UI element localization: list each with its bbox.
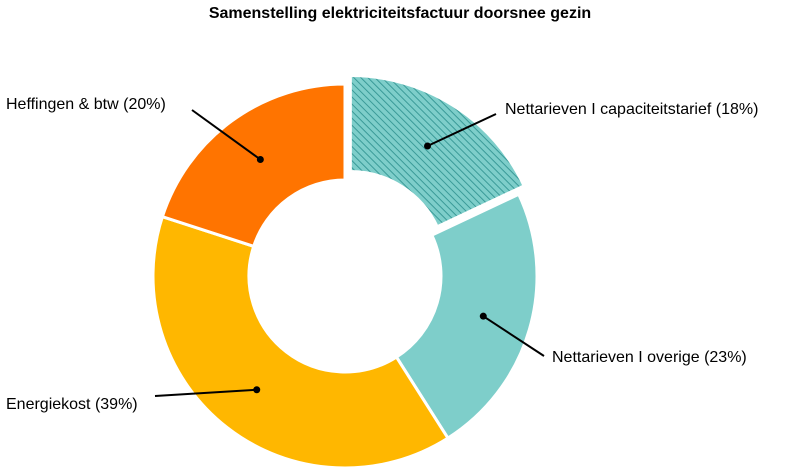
slice-label: Nettarieven I capaciteitstarief (18%) — [505, 101, 758, 118]
leader-dot — [424, 142, 432, 150]
donut-slice — [160, 82, 347, 249]
slice-label: Heffingen & btw (20%) — [6, 96, 166, 113]
leader-line — [191, 109, 261, 161]
slice-label: Nettarieven I overige (23%) — [552, 349, 747, 366]
leader-line — [482, 315, 545, 357]
donut-slice — [151, 214, 450, 470]
donut-slice — [394, 192, 539, 441]
donut-slice — [348, 74, 527, 229]
leader-dot — [253, 386, 261, 394]
leader-line — [427, 113, 497, 147]
leader-dot — [256, 156, 264, 164]
leader-dot — [479, 312, 487, 320]
chart-title: Samenstelling elektriciteitsfactuur door… — [208, 5, 592, 22]
leader-line — [154, 388, 257, 397]
slice-label: Energiekost (39%) — [6, 396, 138, 413]
